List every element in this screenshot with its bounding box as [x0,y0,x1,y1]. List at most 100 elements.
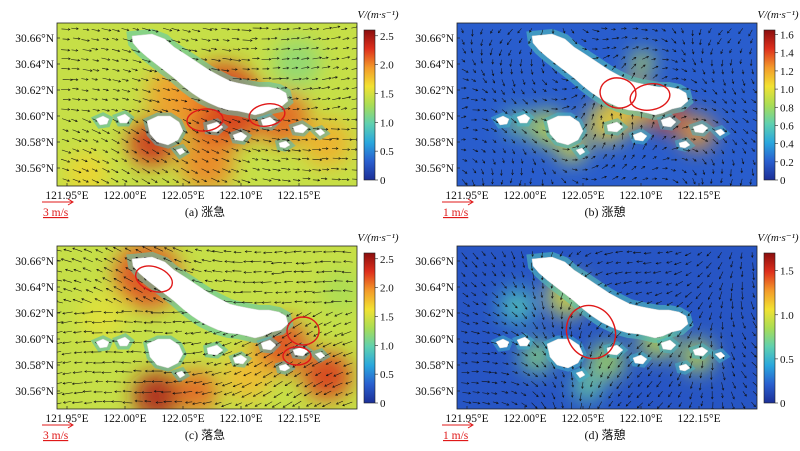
lon-label: 121.95°E [45,190,88,202]
colorbar-tick-label: 1.0 [780,84,794,96]
velocity-arrowhead [53,249,55,251]
lon-label: 122.00°E [503,190,546,202]
scale-label: 3 m/s [43,430,69,442]
colorbar-tick-label: 1.5 [780,266,794,278]
lat-label: 30.66°N [415,256,454,268]
colorbar-title: V/(m·s⁻¹) [357,232,399,244]
lat-label: 30.62°N [415,85,454,97]
lat-label: 30.66°N [15,33,54,45]
speed-field [457,246,759,411]
velocity-arrowhead [54,373,56,375]
lat-label: 30.58°N [15,360,54,372]
lon-label: 122.15°E [277,413,320,425]
colorbar-tick-label: 0.2 [780,157,794,169]
panel-d-svg: 30.66°N 30.64°N 30.62°N 30.60°N 30.58°N 30.56… [400,223,800,446]
colorbar-tick-label: 0.5 [380,146,394,158]
lat-label: 30.56°N [15,386,54,398]
lat-label: 30.60°N [415,334,454,346]
colorbar-tick-label: 2.0 [380,60,394,72]
lon-label: 122.05°E [161,190,204,202]
speed-hotspot [630,51,654,75]
lat-label: 30.66°N [415,33,454,45]
panel-b-svg: 30.66°N30.64°N30.62°N30.60°N30.58°N30.56… [400,0,800,223]
colorbar-tick-label: 1.0 [380,117,394,129]
velocity-arrowhead [54,322,56,324]
colorbar-tick-label: 0.5 [780,354,794,366]
lat-label: 30.62°N [15,308,54,320]
velocity-arrowhead [359,128,361,130]
lon-label: 122.05°E [161,413,204,425]
velocity-arrowhead [54,383,56,385]
colorbar-tick-label: 1.0 [780,310,794,322]
colorbar-tick-label: 1.0 [380,340,394,352]
lon-label: 122.05°E [561,190,604,202]
velocity-arrowhead [359,36,361,38]
scale-label: 1 m/s [443,430,469,442]
speed-hotspot [499,288,535,324]
velocity-arrowhead [55,270,57,272]
speed-hotspot [273,39,321,87]
lon-label: 122.00°E [103,190,146,202]
colorbar [764,30,775,180]
velocity-arrowhead [54,332,56,334]
lat-label: 30.64°N [415,282,454,294]
panel-caption: (c) 落急 [185,427,225,442]
velocity-arrowhead [358,169,360,171]
lat-label: 30.60°N [15,111,54,123]
panel-a-svg: 30.66°N30.64°N30.62°N30.60°N30.58°N30.56… [0,0,400,223]
colorbar-tick-label: 0.8 [780,102,794,114]
colorbar-tick-label: 1.5 [380,311,394,323]
colorbar-title: V/(m·s⁻¹) [757,232,799,244]
velocity-arrowhead [359,77,361,79]
lat-label: 30.60°N [415,111,454,123]
lat-label: 30.56°N [415,386,454,398]
velocity-arrowhead [358,107,360,109]
lon-label: 122.00°E [103,413,146,425]
colorbar-tick-label: 1.5 [380,88,394,100]
lat-label: 30.58°N [415,137,454,149]
panel-d: 30.66°N 30.64°N 30.62°N 30.60°N 30.58°N 30.56… [400,223,800,446]
colorbar-tick-label: 0.4 [780,139,794,151]
lon-label: 122.10°E [219,190,262,202]
scale-label: 1 m/s [443,207,469,219]
colorbar-tick-label: 0.6 [780,120,794,132]
lat-label: 30.62°N [415,308,454,320]
velocity-arrowhead [358,159,360,161]
lat-label: 30.58°N [415,360,454,372]
colorbar-tick-label: 0 [780,175,786,187]
lon-label: 121.95°E [445,413,488,425]
lat-label: 30.60°N [15,334,54,346]
lat-label: 30.66°N [15,256,54,268]
lat-label: 30.64°N [15,59,54,71]
speed-field [51,243,363,420]
velocity-arrowhead [358,97,360,99]
lon-label: 122.05°E [561,413,604,425]
lat-label: 30.56°N [15,163,54,175]
colorbar-title: V/(m·s⁻¹) [357,9,399,21]
speed-hotspot [66,152,108,194]
lon-label: 121.95°E [45,413,88,425]
scale-label: 3 m/s [43,207,69,219]
velocity-arrowhead [358,86,360,88]
velocity-arrowhead [359,178,361,180]
lon-label: 122.10°E [619,413,662,425]
colorbar [764,253,775,403]
colorbar-tick-label: 2.5 [380,254,394,266]
panel-caption: (a) 涨急 [185,204,225,219]
colorbar-tick-label: 0 [380,398,386,410]
panel-c-svg: 30.66°N30.64°N30.62°N30.60°N30.58°N30.56… [0,223,400,446]
lon-label: 122.15°E [677,413,720,425]
lon-label: 122.00°E [503,413,546,425]
colorbar-tick-label: 1.4 [780,48,794,60]
velocity-arrowhead [580,409,582,411]
colorbar-tick-label: 0 [780,398,786,410]
colorbar [364,253,375,403]
lat-label: 30.62°N [15,85,54,97]
colorbar-tick-label: 1.6 [780,30,794,42]
lon-label: 122.10°E [219,413,262,425]
lon-label: 121.95°E [445,190,488,202]
lat-label: 30.56°N [415,163,454,175]
